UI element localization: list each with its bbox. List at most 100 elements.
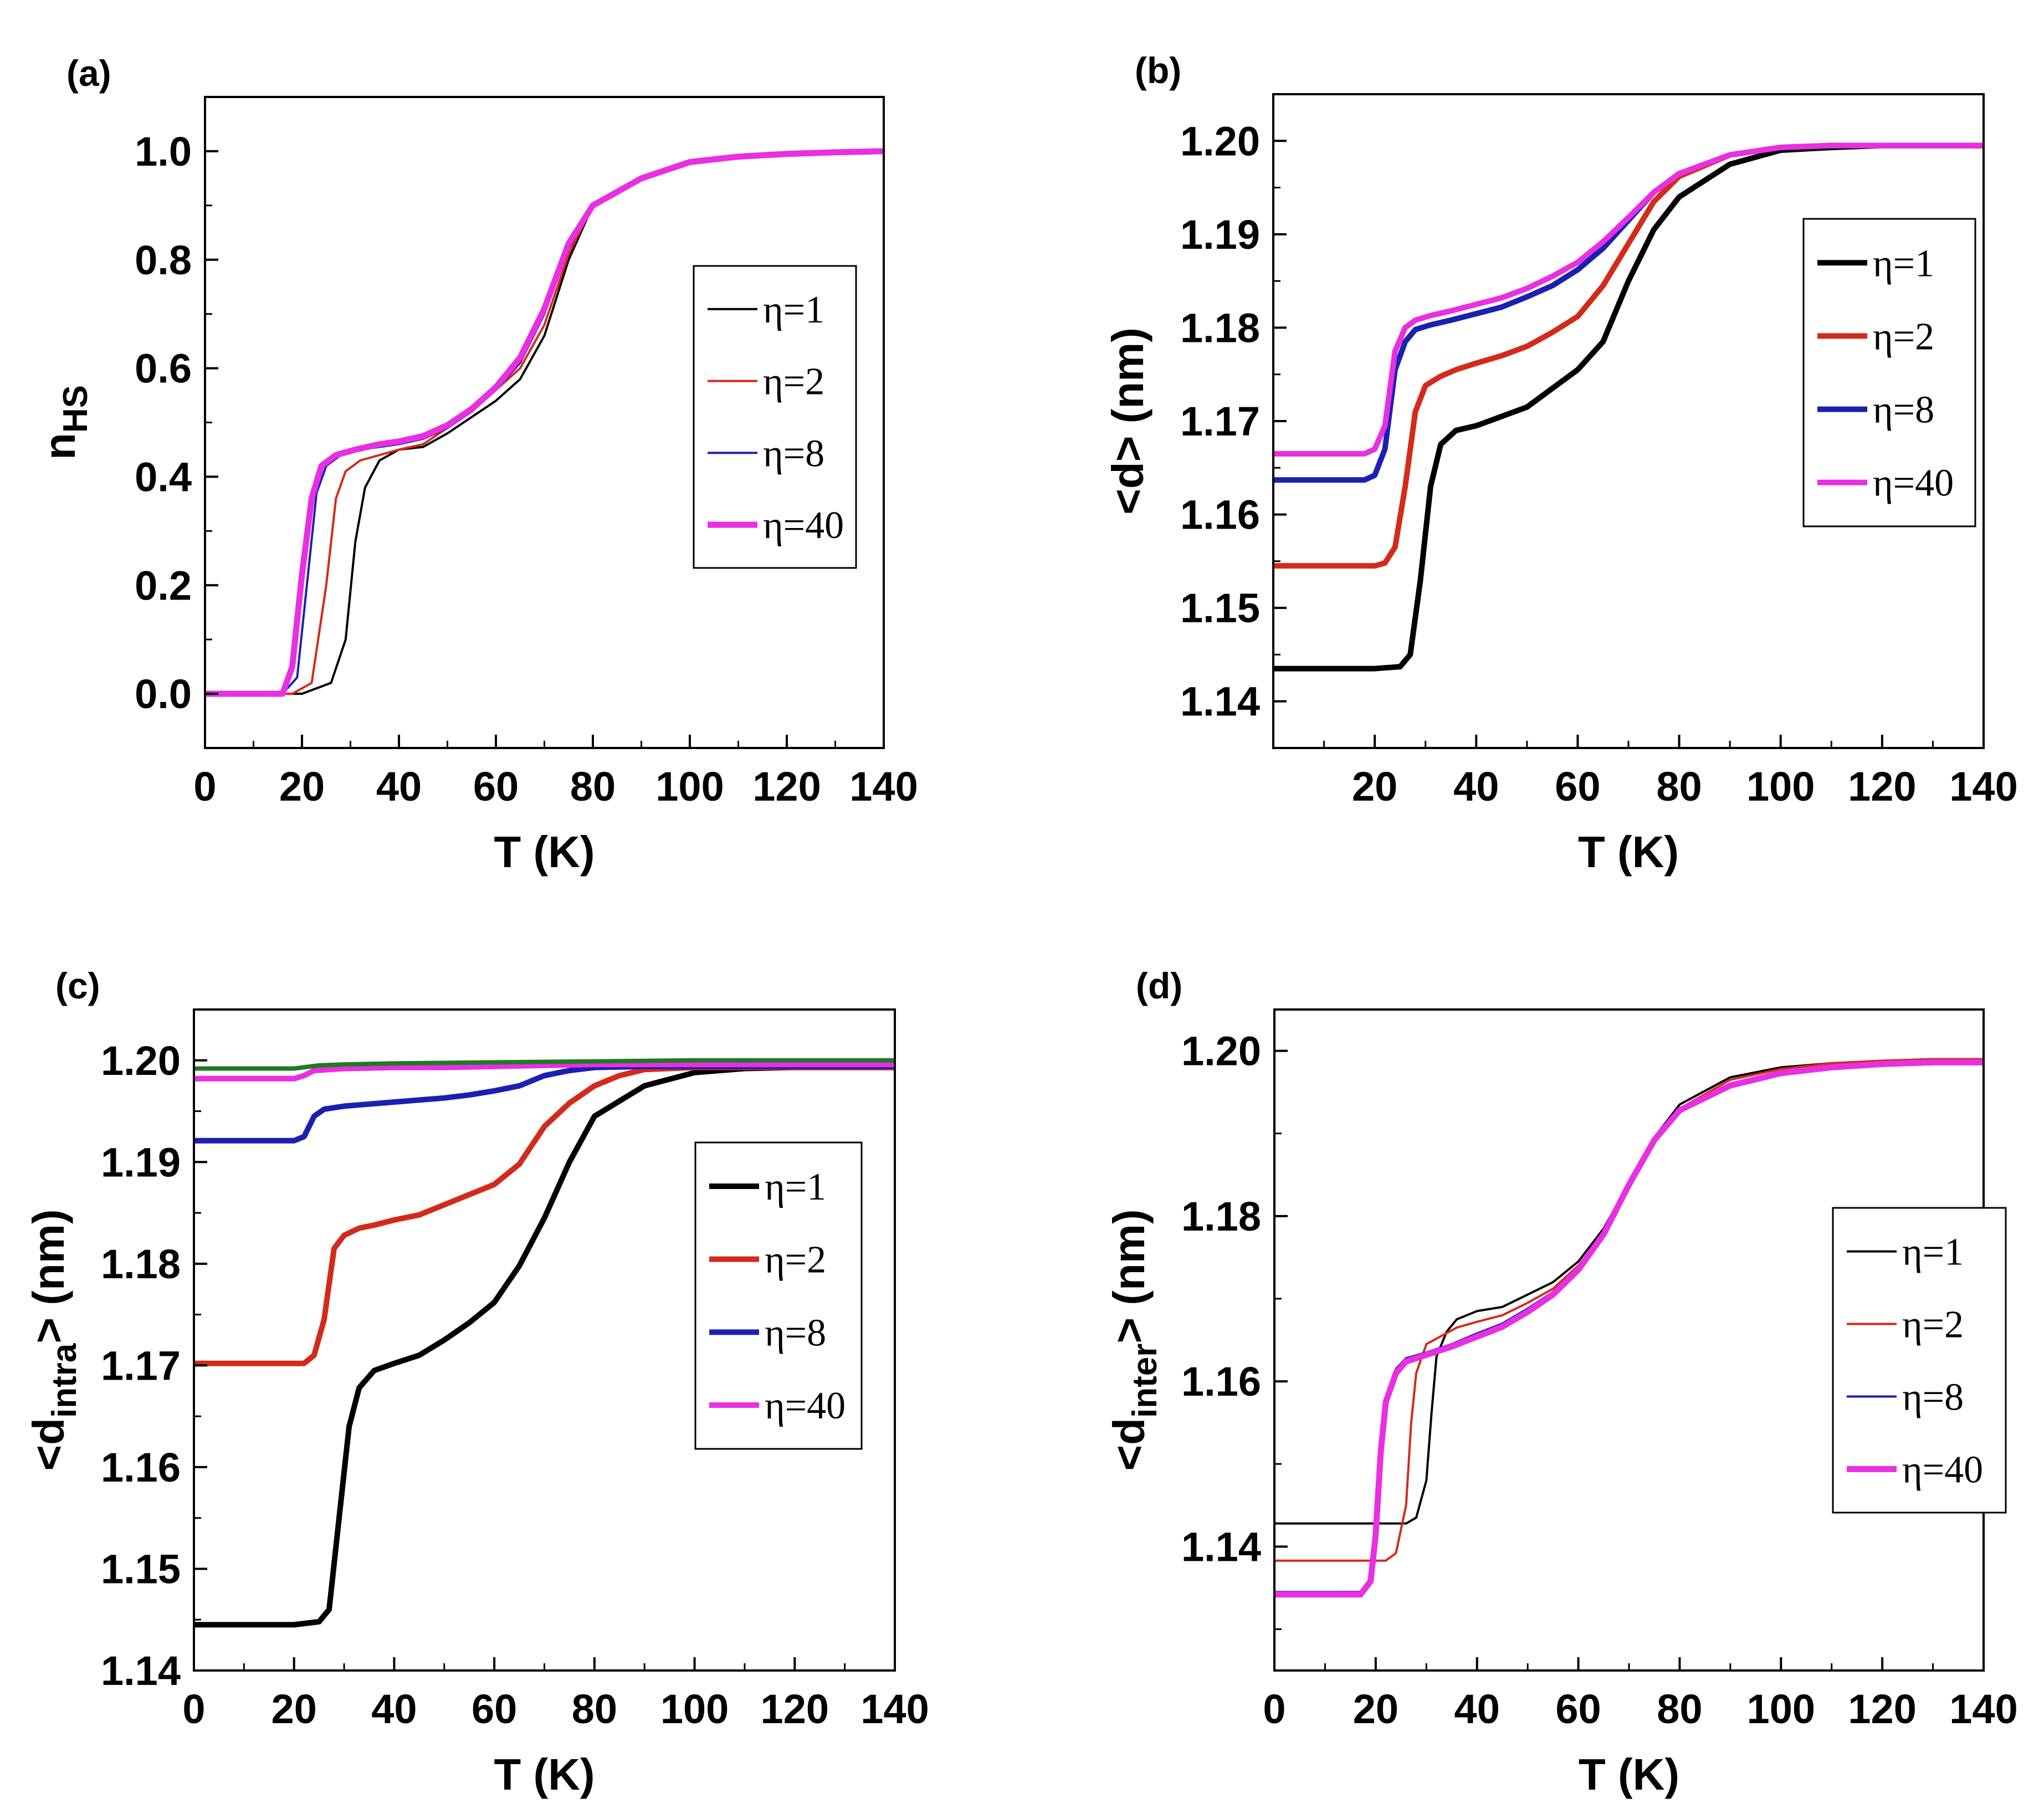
x-tick-label: 40 [376,764,422,809]
series-line-eta-40 [1274,1059,1984,1598]
y-tick-label: 1.18 [1180,305,1260,351]
series-line-eta-40 [1273,142,1984,457]
y-tick-label: 1.17 [1180,398,1260,444]
x-axis-label: T (K) [1579,1750,1679,1799]
x-tick-label: 140 [849,764,918,809]
y-axis-label-main: n [35,433,84,460]
panel-b: (b) 20 40 60 80 100 120 140 1.14 1.15 1.16 1.17 1.18… [1103,50,2018,877]
x-tick-label: 20 [1353,1686,1398,1732]
series-group [1273,142,1984,672]
x-tick-label: 20 [1352,764,1397,809]
y-tick-label: 1.0 [135,129,192,175]
y-tick-label: 0.8 [135,237,192,283]
y-tick-label: 1.17 [101,1343,181,1388]
x-tick-label: 0 [182,1686,205,1732]
legend-label: η=40 [1902,1448,1983,1491]
x-tick-label: 20 [271,1686,317,1732]
x-tick-label: 100 [655,764,724,809]
legend-label: η=2 [763,361,824,403]
legend: η=1 η=2 η=8 η=40 [693,265,857,569]
series-line-eta-40 [205,148,884,697]
panel-d: (d) 0 20 40 60 80 100 120 140 1.14 1.16 1.18 1.20 T (… [1104,965,2018,1799]
y-axis-label-subscript: HS [57,385,95,433]
x-tick-label: 120 [1848,1686,1916,1732]
panel-label: (b) [1135,50,1181,91]
y-tick-label: 1.19 [101,1139,181,1185]
legend-label: η=40 [765,1385,846,1427]
x-tick-label: 100 [1746,764,1815,809]
x-tick-label: 140 [1949,764,2017,809]
y-tick-label: 1.14 [1181,1524,1261,1570]
x-tick-label: 40 [1454,1686,1500,1732]
x-tick-label: 80 [1657,1686,1702,1732]
y-tick-label: 0.2 [135,562,192,608]
series-line-eta-2 [1274,1058,1984,1562]
y-tick-label: 0.6 [135,346,192,392]
y-tick-label: 1.16 [1181,1359,1261,1405]
y-axis-label-subscript: intra [45,1343,84,1418]
legend-label: η=2 [765,1239,826,1282]
series-group [1274,1058,1984,1598]
legend-label: η=1 [763,289,824,331]
y-tick-label: 1.16 [101,1444,181,1490]
x-tick-label: 0 [1263,1686,1285,1732]
legend: η=1 η=2 η=8 η=40 [694,1141,863,1450]
x-tick-label: 60 [473,764,519,809]
legend-label: η=2 [1873,315,1934,358]
legend-label: η=8 [763,432,824,475]
y-tick-label: 1.19 [1180,212,1260,258]
panel-a: (a) 0 20 40 60 80 100 120 140 0.0 0.2 0.4 0.6 0.8 1.0 T… [35,53,918,877]
legend-label: η=2 [1902,1304,1964,1346]
legend: η=1 η=2 η=8 η=40 [1802,218,1976,527]
panel-label: (a) [66,53,111,94]
y-tick-label: 1.15 [1180,585,1260,631]
x-axis-label: T (K) [494,1750,595,1799]
x-tick-label: 140 [860,1686,929,1732]
panel-label: (c) [55,965,100,1006]
legend-label: η=1 [765,1166,826,1208]
x-tick-label: 100 [1747,1686,1815,1732]
legend-box [1802,218,1976,527]
y-tick-label: 0.4 [135,454,192,500]
y-axis-label-suffix: > (nm) [24,1209,73,1343]
legend-label: η=8 [1873,389,1934,432]
y-tick-label: 1.18 [101,1241,181,1287]
legend-label: η=8 [1902,1376,1964,1418]
y-axis-label-suffix: > (nm) [1104,1209,1154,1343]
x-tick-label: 20 [279,764,325,809]
x-axis-label: T (K) [1578,827,1679,877]
x-tick-label: 140 [1949,1686,2017,1732]
y-axis-label: <dintra> (nm) [24,1209,84,1470]
panel-c: (c) 0 20 40 60 80 100 120 140 1.14 1.15 1.16 1.17 1.1… [24,965,929,1799]
legend-label: η=8 [765,1311,826,1354]
series-line-eta-40 [194,1062,895,1082]
x-tick-label: 80 [1656,764,1702,809]
x-tick-label: 40 [371,1686,417,1732]
y-axis-label-main: <d [1104,1418,1154,1471]
y-tick-label: 1.16 [1180,492,1260,538]
series-line-extra-4 [194,1058,895,1071]
series-group [194,1058,895,1628]
legend-label: η=40 [1873,462,1954,505]
x-tick-label: 0 [193,764,216,809]
y-tick-label: 0.0 [135,671,192,717]
y-axis-label: nHS [35,385,95,460]
y-tick-label: 1.20 [1180,118,1260,164]
x-tick-label: 120 [752,764,821,809]
x-tick-label: 60 [472,1686,517,1732]
y-axis-label: <d> (nm) [1103,327,1152,515]
y-axis-label-main: <d [24,1418,73,1471]
legend-box [694,1141,863,1450]
panel-label: (d) [1136,965,1182,1006]
y-tick-label: 1.14 [1180,679,1260,725]
y-tick-label: 1.20 [101,1038,181,1084]
x-axis-label: T (K) [494,827,595,877]
legend-label: η=1 [1902,1231,1964,1274]
series-line-eta-1 [194,1064,895,1628]
legend-label: η=40 [763,504,844,547]
y-tick-label: 1.18 [1181,1193,1261,1239]
y-tick-label: 1.14 [101,1648,181,1694]
y-tick-label: 1.20 [1181,1028,1261,1074]
y-axis-label-subscript: inter [1126,1344,1164,1418]
